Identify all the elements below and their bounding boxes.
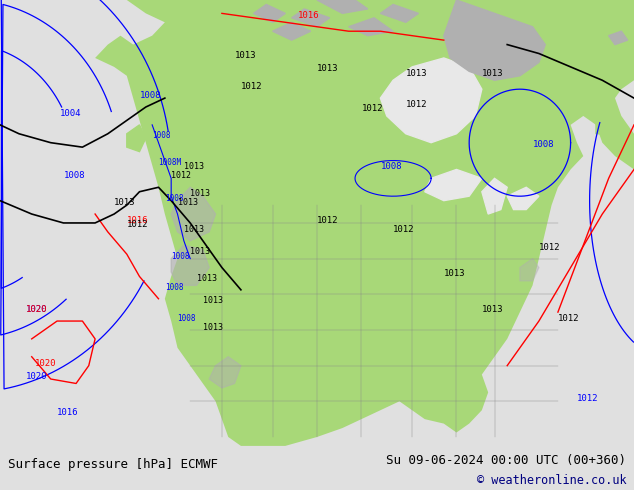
Polygon shape bbox=[209, 357, 241, 388]
Text: 1012: 1012 bbox=[393, 225, 415, 234]
Polygon shape bbox=[609, 31, 628, 45]
Text: 1020: 1020 bbox=[25, 305, 47, 314]
Text: 1012: 1012 bbox=[577, 394, 598, 403]
Text: 1013: 1013 bbox=[184, 225, 204, 234]
Text: 1013: 1013 bbox=[114, 198, 136, 207]
Text: 1012: 1012 bbox=[317, 216, 339, 225]
Text: 1008: 1008 bbox=[533, 140, 554, 149]
Text: 1013: 1013 bbox=[190, 189, 210, 198]
Text: 1013: 1013 bbox=[197, 274, 217, 283]
Polygon shape bbox=[520, 259, 539, 281]
Text: 1004: 1004 bbox=[60, 109, 82, 118]
Text: 1013: 1013 bbox=[482, 69, 503, 78]
Text: 1013: 1013 bbox=[317, 64, 339, 74]
Text: 1013: 1013 bbox=[190, 247, 210, 256]
Text: 1012: 1012 bbox=[406, 100, 427, 109]
Text: 1008: 1008 bbox=[165, 194, 183, 203]
Text: 1013: 1013 bbox=[235, 51, 256, 60]
Polygon shape bbox=[171, 187, 216, 241]
Polygon shape bbox=[127, 125, 146, 151]
Text: Su 09-06-2024 00:00 UTC (00+360): Su 09-06-2024 00:00 UTC (00+360) bbox=[386, 454, 626, 466]
Text: 1012: 1012 bbox=[361, 104, 383, 114]
Polygon shape bbox=[273, 22, 311, 40]
Text: Surface pressure [hPa] ECMWF: Surface pressure [hPa] ECMWF bbox=[8, 458, 217, 471]
Polygon shape bbox=[292, 9, 330, 27]
Text: 1012: 1012 bbox=[539, 243, 560, 252]
Text: 1016: 1016 bbox=[57, 408, 79, 416]
Polygon shape bbox=[444, 0, 545, 80]
Text: 1013: 1013 bbox=[482, 305, 503, 314]
Polygon shape bbox=[621, 36, 634, 62]
Polygon shape bbox=[171, 245, 209, 285]
Text: 1013: 1013 bbox=[203, 296, 223, 305]
Text: 1008: 1008 bbox=[152, 131, 171, 140]
Polygon shape bbox=[596, 116, 615, 134]
Text: 1008: 1008 bbox=[171, 252, 190, 261]
Polygon shape bbox=[507, 187, 539, 210]
Text: 1012: 1012 bbox=[171, 172, 191, 180]
Text: 1016: 1016 bbox=[127, 216, 148, 225]
Text: 1012: 1012 bbox=[127, 220, 148, 229]
Polygon shape bbox=[425, 170, 482, 201]
Text: 1012: 1012 bbox=[558, 314, 579, 323]
Polygon shape bbox=[317, 0, 368, 13]
Text: 1020: 1020 bbox=[25, 372, 47, 381]
Text: 1013: 1013 bbox=[178, 198, 198, 207]
Polygon shape bbox=[482, 178, 507, 214]
Polygon shape bbox=[254, 4, 285, 22]
Text: 1013: 1013 bbox=[203, 323, 223, 332]
Text: 1008: 1008 bbox=[178, 314, 196, 323]
Text: 1008: 1008 bbox=[380, 163, 402, 172]
Text: 1012: 1012 bbox=[241, 82, 262, 91]
Polygon shape bbox=[349, 18, 393, 36]
Text: 1008M: 1008M bbox=[158, 158, 181, 167]
Text: 1020: 1020 bbox=[25, 305, 47, 314]
Text: 1008: 1008 bbox=[139, 91, 161, 100]
Polygon shape bbox=[380, 4, 418, 22]
Text: 1013: 1013 bbox=[406, 69, 427, 78]
Text: 1013: 1013 bbox=[444, 270, 465, 278]
Polygon shape bbox=[380, 58, 482, 143]
Text: 1008: 1008 bbox=[63, 172, 85, 180]
Text: 1020: 1020 bbox=[35, 359, 56, 368]
Text: 1013: 1013 bbox=[184, 163, 204, 172]
Text: 1016: 1016 bbox=[298, 11, 320, 20]
Text: 1008: 1008 bbox=[165, 283, 183, 292]
Polygon shape bbox=[95, 0, 634, 446]
Text: © weatheronline.co.uk: © weatheronline.co.uk bbox=[477, 474, 626, 487]
